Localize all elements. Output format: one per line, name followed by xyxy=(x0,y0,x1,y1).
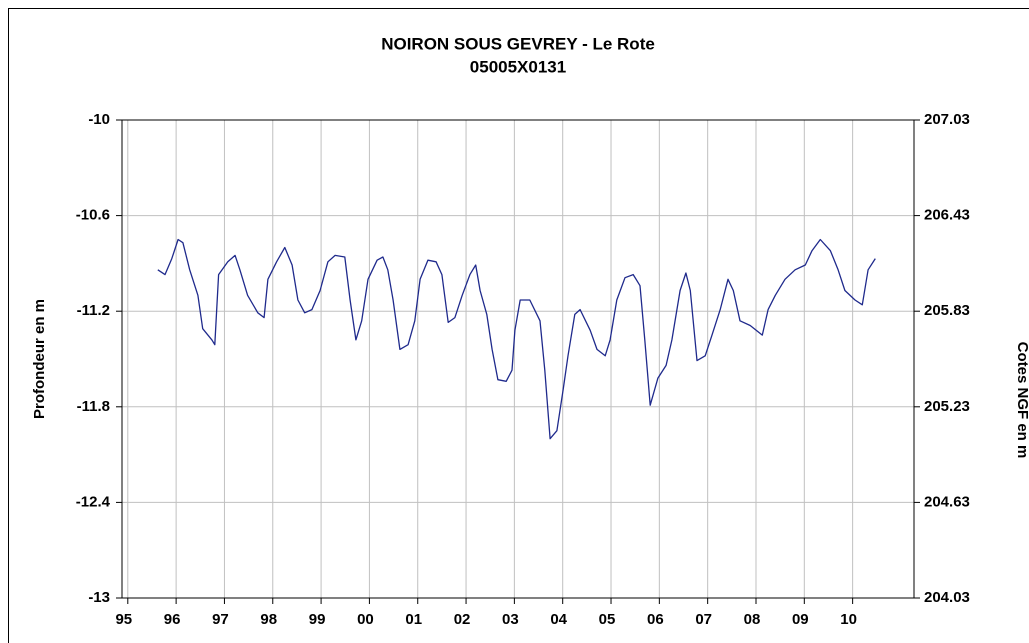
y2-tick-label: 205.23 xyxy=(924,398,970,415)
chart-subtitle: 05005X0131 xyxy=(470,57,566,76)
y-axis-label: Profondeur en m xyxy=(31,299,48,419)
y-tick-label: -10 xyxy=(88,111,110,128)
y2-tick-label: 205.83 xyxy=(924,302,970,319)
plot-area xyxy=(121,119,915,599)
y-tick-label: -13 xyxy=(88,589,110,606)
x-tick-label: 05 xyxy=(599,611,616,628)
y-tick-label: -10.6 xyxy=(76,207,110,224)
x-tick-label: 01 xyxy=(405,611,422,628)
x-tick-label: 98 xyxy=(260,611,277,628)
x-tick-label: 06 xyxy=(647,611,664,628)
y2-axis-label: Cotes NGF en m xyxy=(1014,342,1029,459)
x-tick-label: 09 xyxy=(792,611,809,628)
x-tick-label: 97 xyxy=(212,611,229,628)
data-line xyxy=(157,238,876,440)
x-tick-label: 96 xyxy=(164,611,181,628)
x-tick-label: 95 xyxy=(115,611,132,628)
x-tick-label: 02 xyxy=(454,611,471,628)
chart-title: NOIRON SOUS GEVREY - Le Rote xyxy=(381,34,655,53)
x-tick-label: 99 xyxy=(309,611,326,628)
y2-tick-label: 207.03 xyxy=(924,111,970,128)
y2-tick-label: 204.03 xyxy=(924,589,970,606)
y-tick-label: -12.4 xyxy=(76,493,111,510)
y2-tick-label: 204.63 xyxy=(924,493,970,510)
x-tick-label: 04 xyxy=(550,611,567,628)
y2-tick-label: 206.43 xyxy=(924,207,970,224)
x-tick-label: 00 xyxy=(357,611,374,628)
y-tick-label: -11.2 xyxy=(77,302,110,319)
chart-frame xyxy=(8,8,1029,643)
y-tick-label: -11.8 xyxy=(77,398,110,415)
x-tick-label: 10 xyxy=(840,611,857,628)
x-tick-label: 08 xyxy=(744,611,761,628)
x-tick-label: 03 xyxy=(502,611,519,628)
x-tick-label: 07 xyxy=(695,611,712,628)
